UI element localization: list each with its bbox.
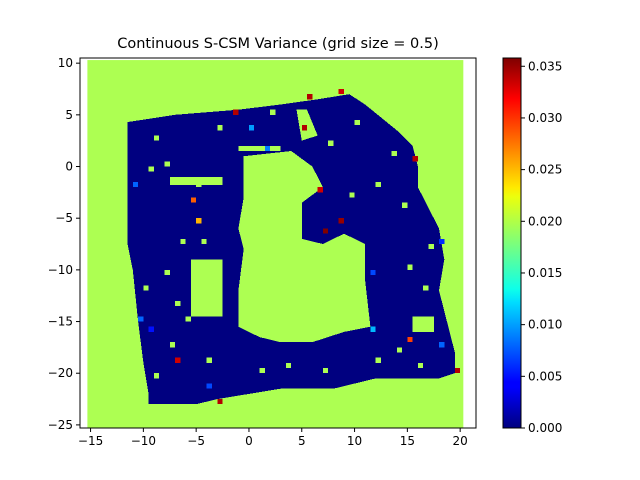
heatmap-cell	[396, 347, 403, 353]
heatmap-cell	[148, 166, 154, 172]
colorbar-gradient	[502, 57, 522, 429]
heatmap-cell	[391, 151, 397, 157]
x-tick-label: 5	[298, 434, 306, 448]
heatmap-cell	[428, 244, 434, 250]
x-tick-label: 15	[400, 434, 415, 448]
x-tick-label: −10	[131, 434, 156, 448]
heatmap-cell	[190, 197, 197, 203]
heatmap-cell	[206, 357, 212, 363]
heatmap-cell	[412, 156, 418, 162]
heatmap-cell	[175, 357, 181, 363]
heatmap-region-3	[169, 176, 223, 186]
heatmap-cell	[169, 342, 176, 348]
heatmap-cell	[375, 182, 381, 188]
heatmap-cell	[206, 383, 212, 389]
heatmap-cell	[164, 269, 170, 276]
heatmap-cell	[375, 357, 381, 363]
plot-area	[87, 60, 464, 428]
colorbar-tick-label: 0.010	[528, 318, 562, 332]
x-tick-label: 0	[245, 434, 253, 448]
colorbar: 0.000 0.005 0.010 0.015 0.020 0.025 0.030 0.035	[502, 57, 562, 435]
heatmap-cell	[153, 135, 160, 141]
x-tick-label: 20	[453, 434, 468, 448]
heatmap-cell	[423, 285, 429, 291]
heatmap-region-1	[238, 151, 371, 343]
heatmap-cell	[259, 368, 265, 374]
y-tick-label: −25	[48, 418, 73, 432]
heatmap-cell	[175, 300, 181, 307]
heatmap-cell	[196, 218, 202, 224]
heatmap-cell	[264, 145, 271, 152]
x-tick-label: −5	[187, 434, 205, 448]
colorbar-tick-label: 0.025	[528, 163, 562, 177]
heatmap-cell	[153, 373, 160, 379]
x-tick-label: −15	[78, 434, 103, 448]
heatmap-cell	[317, 187, 323, 193]
y-tick-label: −10	[48, 263, 73, 277]
heatmap-cell	[270, 109, 276, 115]
heatmap-cell	[370, 269, 376, 276]
heatmap-cell	[402, 202, 408, 208]
heatmap-cell	[138, 316, 144, 322]
heatmap-cell	[143, 285, 149, 291]
heatmap-cell	[164, 161, 170, 167]
heatmap-cell	[201, 238, 207, 245]
heatmap-cell	[439, 342, 445, 348]
heatmap-cell	[407, 337, 413, 343]
y-tick-label: 0	[65, 160, 73, 174]
y-tick-label: −15	[48, 315, 73, 329]
colorbar-tick-label: 0.030	[528, 111, 562, 125]
colorbar-axis: 0.000 0.005 0.010 0.015 0.020 0.025 0.030 0.035	[521, 59, 562, 435]
heatmap-cell	[338, 89, 344, 95]
x-tick-label: 10	[347, 434, 362, 448]
heatmap-cell	[439, 238, 445, 245]
heatmap-cell	[338, 218, 344, 224]
heatmap-cell	[217, 125, 223, 131]
heatmap-cell	[322, 368, 329, 374]
heatmap-cell	[307, 94, 313, 100]
heatmap-region-6	[412, 316, 434, 332]
colorbar-tick-label: 0.015	[528, 266, 562, 280]
colorbar-tick-label: 0.020	[528, 214, 562, 228]
y-tick-label: −20	[48, 366, 73, 380]
heatmap-cell	[148, 326, 154, 332]
heatmap-cell	[349, 192, 355, 198]
heatmap-cell	[285, 362, 292, 369]
heatmap-cell	[322, 228, 329, 234]
heatmap-cell	[417, 362, 424, 369]
y-tick-label: −5	[55, 211, 73, 225]
colorbar-tick-label: 0.035	[528, 59, 562, 73]
y-tick-label: 5	[65, 108, 73, 122]
heatmap-region-5	[296, 109, 318, 141]
heatmap-cell	[180, 238, 186, 245]
heatmap-region-2	[190, 259, 223, 317]
heatmap-cell	[185, 316, 191, 322]
heatmap-cell	[233, 109, 239, 115]
y-tick-label: 10	[58, 56, 73, 70]
y-axis: 10 5 0 −5 −10 −15 −20 −25	[48, 56, 80, 432]
heatmap-cell	[217, 399, 223, 405]
chart-title: Continuous S-CSM Variance (grid size = 0…	[117, 36, 439, 52]
heatmap-cell	[328, 140, 334, 146]
colorbar-tick-label: 0.000	[528, 421, 562, 435]
heatmap-cell	[454, 368, 461, 374]
heatmap-cell	[370, 326, 376, 332]
heatmap-cell	[301, 125, 308, 131]
x-axis: −15 −10 −5 0 5 10 15 20	[78, 428, 468, 448]
heatmap-cell	[248, 125, 255, 131]
colorbar-tick-label: 0.005	[528, 369, 562, 383]
heatmap-cell	[132, 182, 139, 188]
heatmap-region-4	[238, 145, 281, 151]
heatmap-cell	[196, 182, 202, 188]
heatmap-cell	[354, 120, 360, 126]
heatmap-cell	[407, 264, 413, 270]
plot-frame	[79, 57, 477, 429]
